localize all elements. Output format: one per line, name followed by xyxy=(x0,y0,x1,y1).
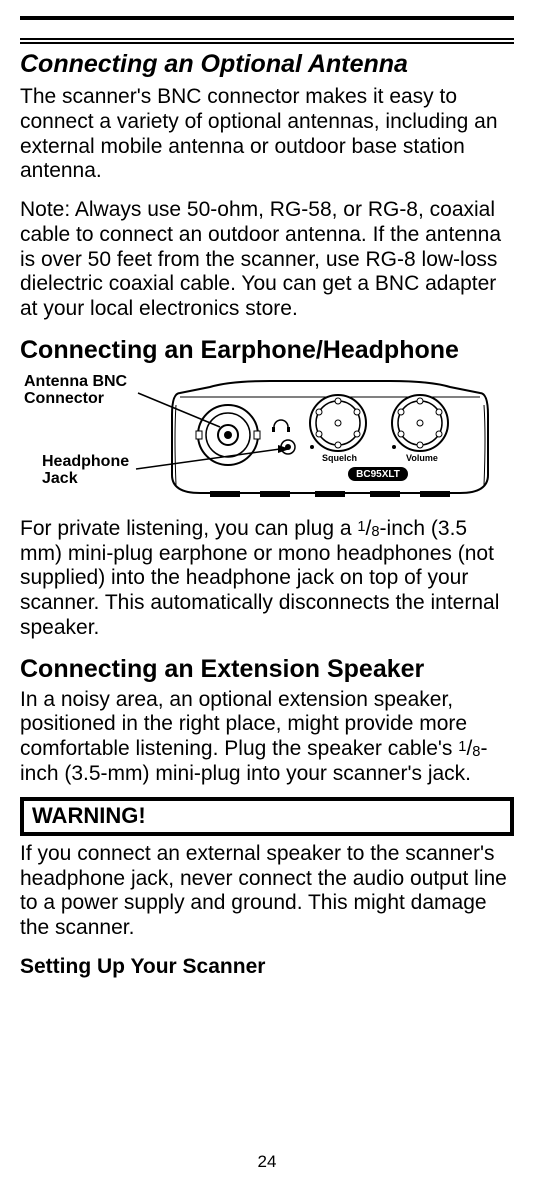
frac-den: 8 xyxy=(371,524,379,540)
top-rule-under xyxy=(20,42,514,44)
section3-p1-a: In a noisy area, an optional extension s… xyxy=(20,688,467,761)
diagram-label-bnc-line2: Connector xyxy=(24,390,104,407)
footer-heading: Setting Up Your Scanner xyxy=(20,955,514,979)
squelch-label: Squelch xyxy=(322,453,357,463)
frac-num-2: 1 xyxy=(458,739,466,755)
section1-heading: Connecting an Optional Antenna xyxy=(20,50,514,79)
warning-label: WARNING! xyxy=(32,803,146,828)
section1-p1: The scanner's BNC connector makes it eas… xyxy=(20,85,514,184)
page-number: 24 xyxy=(0,1152,534,1172)
warning-text: If you connect an external speaker to th… xyxy=(20,842,514,941)
volume-label: Volume xyxy=(406,453,438,463)
diagram-label-bnc-line1: Antenna BNC xyxy=(24,373,127,390)
section3-p1: In a noisy area, an optional extension s… xyxy=(20,688,514,787)
warning-box: WARNING! xyxy=(20,797,514,836)
section1-p2: Note: Always use 50-ohm, RG-58, or RG-8,… xyxy=(20,198,514,322)
diagram-label-bnc: Antenna BNC Connector xyxy=(24,373,174,408)
diagram-label-hp-line2: Jack xyxy=(42,470,78,487)
section3-heading: Connecting an Extension Speaker xyxy=(20,655,514,684)
top-rule-thick xyxy=(20,16,514,20)
top-rule-thin xyxy=(20,38,514,40)
frac-num: 1 xyxy=(357,519,365,535)
scanner-diagram: Antenna BNC Connector Headphone Jack xyxy=(20,369,514,507)
section2-p1: For private listening, you can plug a 1/… xyxy=(20,517,514,641)
model-badge: BC95XLT xyxy=(356,469,400,480)
scanner-device-svg: Squelch Volume BC95XLT xyxy=(170,375,490,499)
diagram-label-headphone: Headphone Jack xyxy=(42,453,172,488)
diagram-label-hp-line1: Headphone xyxy=(42,453,129,470)
section2-p1-a: For private listening, you can plug a xyxy=(20,517,357,540)
section2-heading: Connecting an Earphone/Headphone xyxy=(20,336,514,365)
